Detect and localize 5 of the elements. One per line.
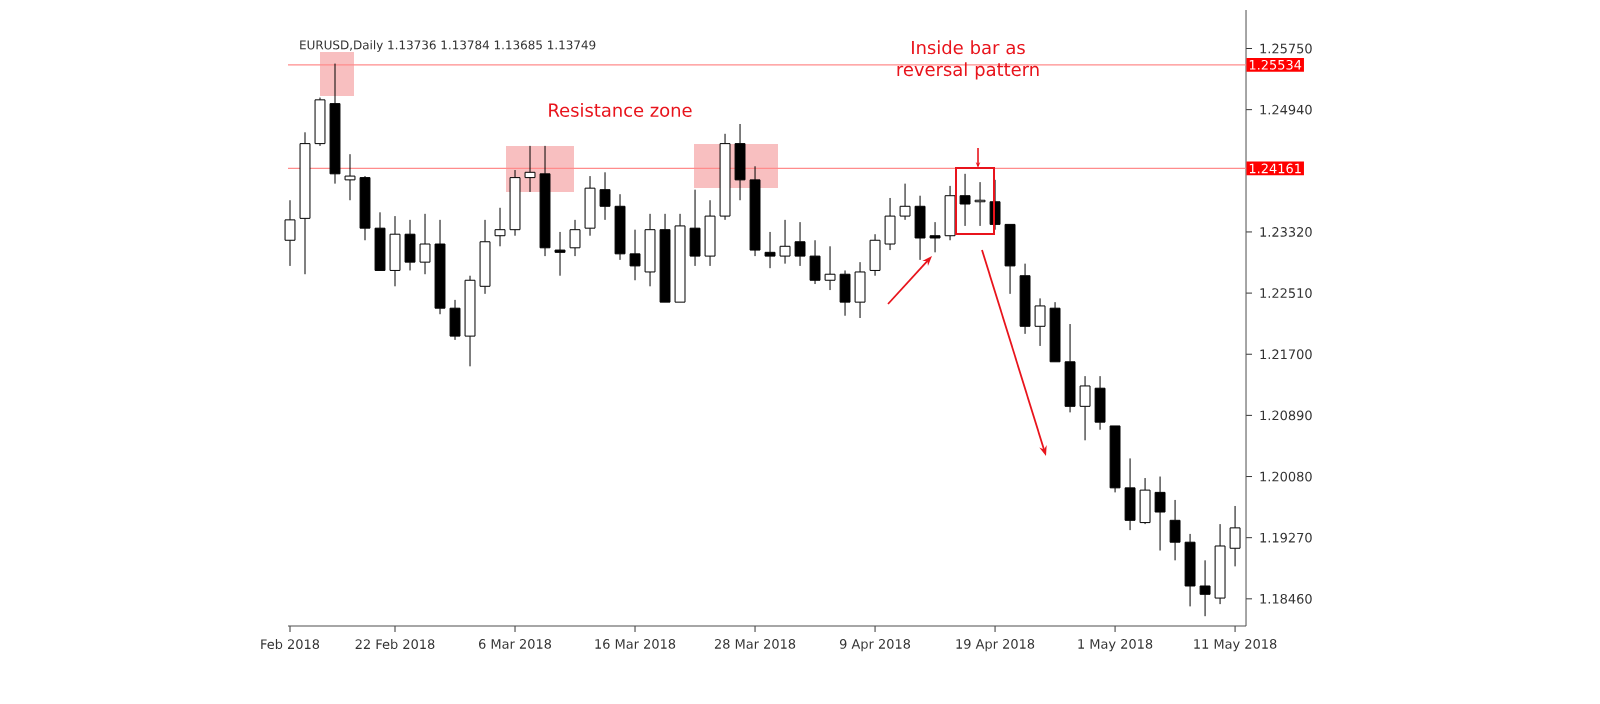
- annotation: Resistance zone: [549, 103, 692, 117]
- candlestick: [284, 199, 296, 267]
- candlestick: [569, 219, 581, 257]
- candlestick: [554, 231, 566, 277]
- annotation: Inside bar as reversal pattern: [897, 40, 1039, 80]
